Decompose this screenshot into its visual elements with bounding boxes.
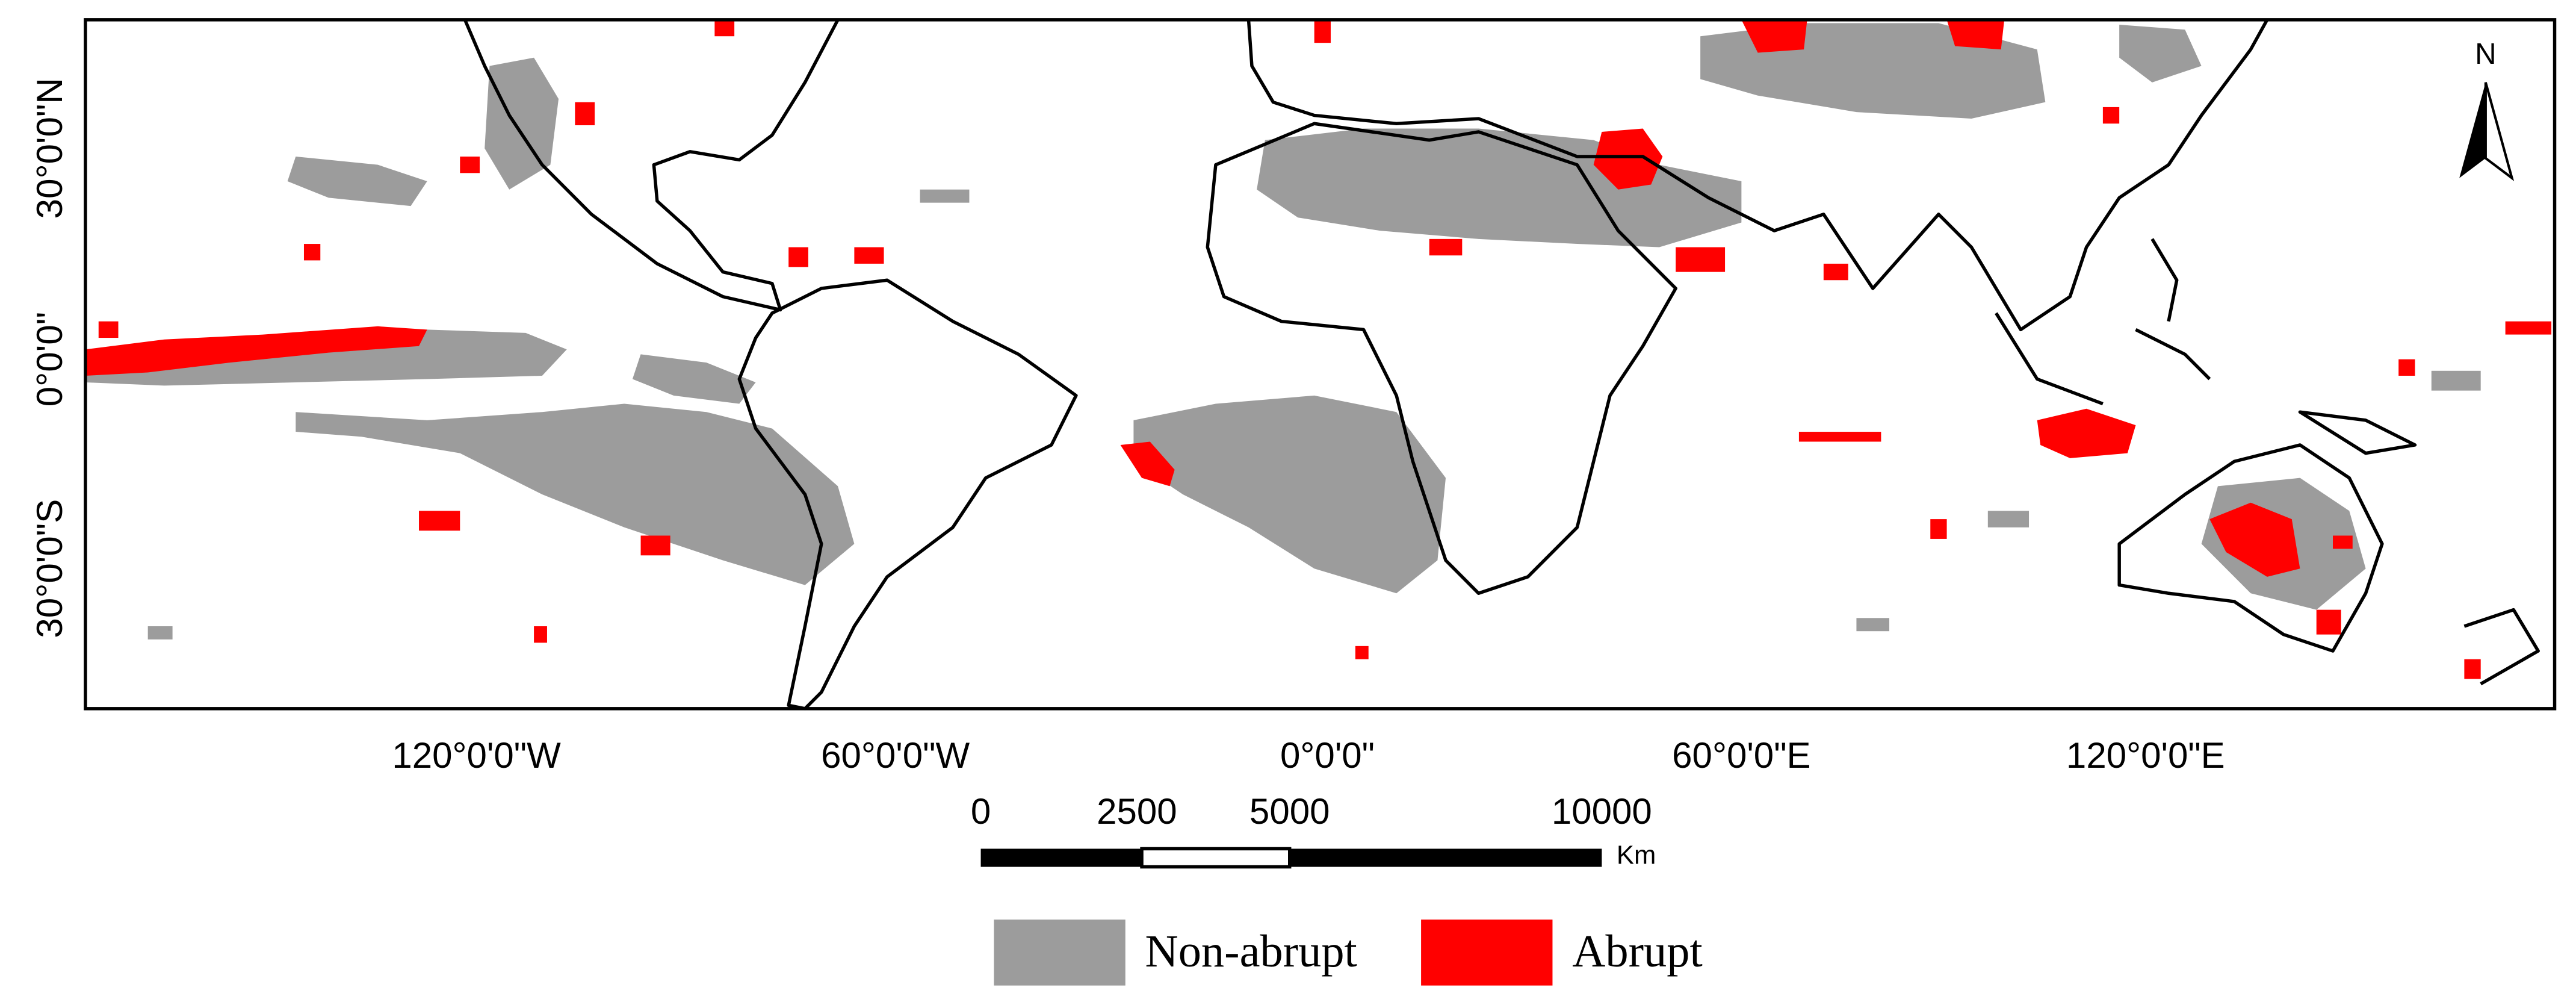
legend-label: Non-abrupt: [1145, 926, 1357, 977]
region: [460, 157, 480, 173]
region: [788, 247, 808, 267]
coastline: [2135, 328, 2211, 381]
coastlines: [463, 19, 2540, 711]
region: [714, 19, 735, 37]
region: [147, 626, 173, 639]
lon-label: 0°0'0": [1280, 735, 1375, 776]
region: [854, 247, 884, 264]
region: [1429, 238, 1463, 256]
arrow-half: [2459, 82, 2486, 178]
region: [1314, 19, 1331, 43]
legend: Non-abrupt Abrupt: [994, 920, 1703, 986]
region: [1741, 19, 1807, 53]
scale-segment: [1140, 847, 1292, 869]
region: [1120, 441, 1175, 487]
scale-segment: [980, 848, 1142, 867]
region: [575, 102, 595, 125]
lat-label: 30°0'0"N: [29, 78, 70, 219]
region: [98, 321, 119, 338]
region: [1856, 618, 1890, 632]
coastline: [737, 278, 1078, 711]
region: [2037, 408, 2136, 458]
region: [2209, 502, 2300, 577]
north-label: N: [2475, 37, 2496, 70]
coastline: [2463, 608, 2540, 686]
region: [2431, 370, 2481, 391]
coastline: [2150, 238, 2179, 322]
region: [2333, 535, 2353, 549]
scale-label: 2500: [1097, 791, 1177, 832]
region: [2505, 321, 2552, 335]
region: [303, 244, 321, 261]
legend-swatch: [1421, 920, 1553, 986]
region: [2316, 609, 2341, 635]
lon-label: 120°0'0"E: [2066, 735, 2225, 776]
arrow-half: [2484, 82, 2515, 181]
region: [534, 626, 547, 643]
region: [1133, 395, 1446, 594]
lat-label: 0°0'0": [29, 312, 70, 406]
region: [296, 403, 855, 585]
non-abrupt-regions: [85, 23, 2481, 639]
region: [1987, 511, 2030, 527]
region: [287, 157, 427, 207]
coastline: [1246, 19, 2269, 332]
coastline: [1206, 122, 1677, 595]
scale-label: 10000: [1552, 791, 1652, 832]
region: [1930, 519, 1947, 539]
region: [1577, 181, 1643, 231]
scale-unit: Km: [1617, 841, 1656, 870]
region: [419, 511, 460, 531]
region: [1676, 247, 1726, 272]
coastline: [463, 19, 840, 312]
region: [1355, 646, 1369, 659]
region: [1593, 128, 1663, 190]
scale-segment: [1289, 848, 1602, 867]
lon-label: 60°0'0"W: [821, 735, 970, 776]
lon-label: 60°0'0"E: [1672, 735, 1810, 776]
region: [640, 535, 670, 556]
region: [1798, 432, 1881, 442]
region: [2464, 659, 2481, 679]
region: [920, 189, 970, 203]
coastline: [2298, 410, 2417, 455]
lon-label: 120°0'0"W: [392, 735, 561, 776]
map-panel: [84, 18, 2557, 711]
coastline: [1995, 312, 2104, 406]
region: [485, 57, 559, 190]
legend-label: Abrupt: [1572, 926, 1702, 977]
abrupt-regions: [85, 19, 2552, 679]
legend-swatch: [994, 920, 1125, 986]
scale-label: 0: [971, 791, 991, 832]
region: [632, 354, 756, 404]
region: [2102, 107, 2120, 124]
region: [1946, 19, 2005, 50]
coastline: [2117, 443, 2384, 653]
region: [2119, 25, 2202, 82]
scale-bar: 0 2500 5000 10000 Km: [971, 791, 1656, 870]
map-frame: [84, 18, 2557, 711]
region: [1823, 263, 1848, 281]
lat-label: 30°0'0"S: [29, 499, 70, 638]
scale-label: 5000: [1249, 791, 1330, 832]
region: [2398, 359, 2415, 376]
region: [85, 326, 427, 376]
north-arrow: N: [2459, 37, 2515, 181]
